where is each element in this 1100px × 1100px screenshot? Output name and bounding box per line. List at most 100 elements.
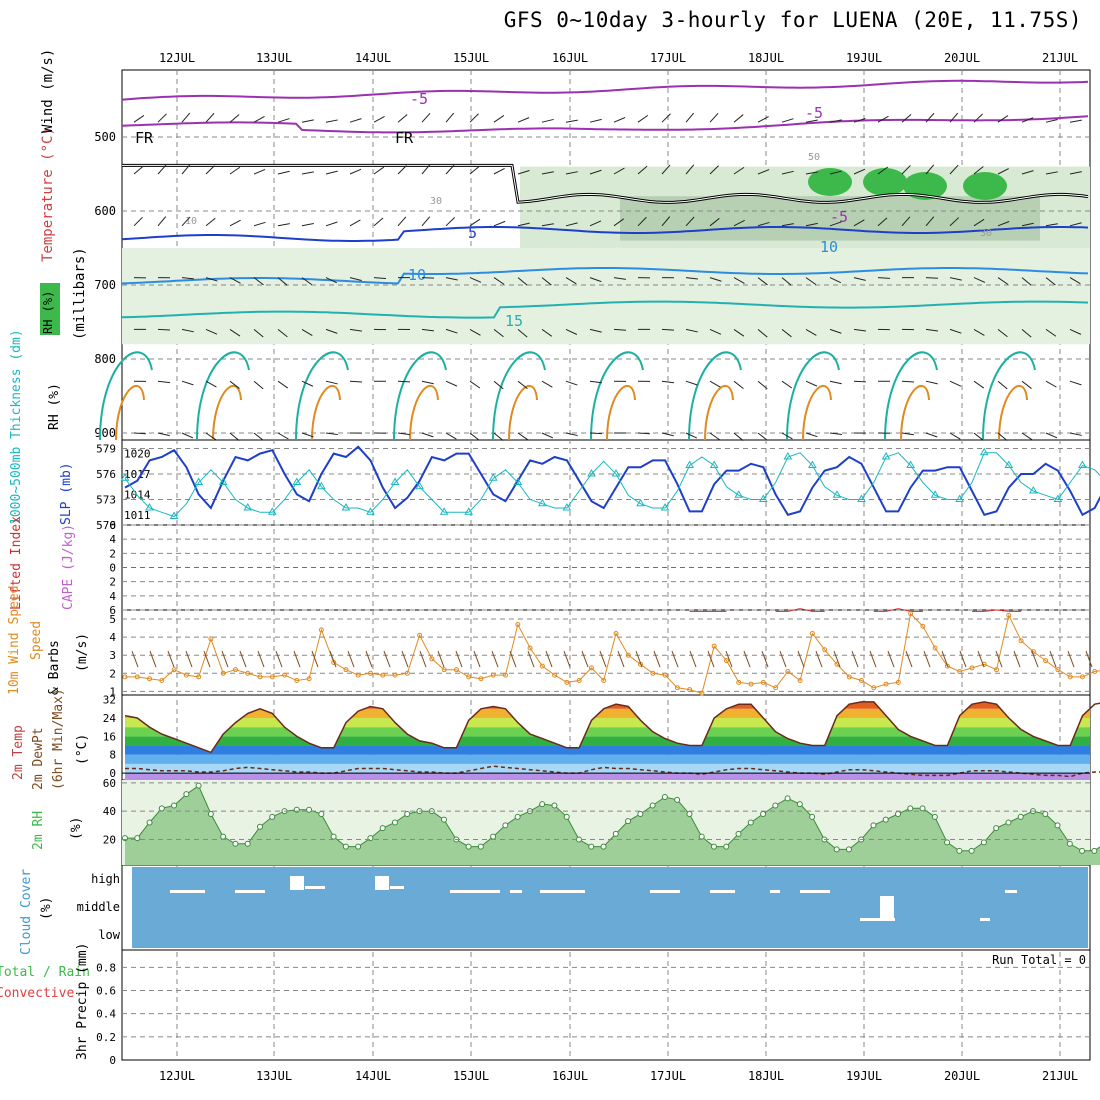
- precip-tick: 0.2: [96, 1031, 116, 1044]
- temp-band: [125, 701, 1090, 709]
- wind-barb: [733, 432, 744, 442]
- contour-loop-orange: [508, 385, 538, 441]
- thickness-marker: [1053, 494, 1063, 502]
- surface-wind-barb: [617, 650, 625, 668]
- wind-speed-marker: [122, 674, 128, 680]
- wind-speed-marker: [306, 676, 312, 682]
- wind-barb: [613, 218, 625, 227]
- wind-barb: [181, 432, 194, 439]
- wind-barb: [469, 432, 480, 441]
- rh-marker: [919, 805, 926, 812]
- wind-barb: [949, 217, 960, 227]
- rh-marker: [514, 813, 521, 820]
- rh-marker: [171, 802, 178, 809]
- wind-barb: [925, 277, 939, 279]
- wind-barb: [973, 328, 985, 336]
- wind-speed-marker: [441, 667, 447, 673]
- wind-barb: [565, 119, 578, 123]
- wind-barb: [517, 432, 529, 441]
- wind-barb: [1021, 432, 1033, 441]
- wind-barb: [445, 164, 455, 175]
- wind-barb: [445, 380, 458, 387]
- contour-loop-teal: [884, 351, 938, 441]
- surface-wind-barb: [221, 650, 229, 668]
- wind-speed-marker: [699, 690, 705, 696]
- wind-speed-marker: [380, 672, 386, 678]
- wind-barb: [205, 277, 218, 282]
- wind-barb: [685, 164, 695, 175]
- precip-axis-label: 3hr Precip (mm): [75, 943, 90, 1060]
- surface-wind-barb: [257, 650, 265, 668]
- rh-marker: [796, 801, 803, 808]
- surface-wind-barb: [707, 650, 715, 668]
- wind-barb: [493, 115, 505, 123]
- wind-barb: [1045, 119, 1058, 123]
- wind-barb: [253, 116, 265, 123]
- temp-tick: 8: [109, 749, 116, 762]
- contour-label: 30: [980, 228, 992, 239]
- wind-barb: [829, 277, 842, 284]
- rh-marker: [882, 816, 889, 823]
- thickness-marker: [218, 477, 228, 485]
- wind-barb: [781, 170, 794, 175]
- wind-barb: [829, 380, 842, 385]
- rh-marker: [232, 840, 239, 847]
- wind-barb: [493, 380, 504, 390]
- thickness-marker: [562, 503, 572, 511]
- wind-barb: [181, 328, 194, 333]
- freezing-line-inner: [122, 164, 1089, 203]
- rh-high-blob: [863, 168, 907, 196]
- lifted-index-segment: [787, 608, 801, 612]
- wind-barb: [421, 328, 434, 332]
- contour-loop-orange: [802, 385, 832, 441]
- thickness-marker: [660, 503, 670, 511]
- wind-barb: [805, 222, 818, 227]
- wind-speed-marker: [368, 670, 373, 676]
- chart-title: GFS 0~10day 3-hourly for LUENA (20E, 11.…: [503, 8, 1082, 32]
- wind-barb: [493, 220, 506, 227]
- wind-barb: [757, 329, 768, 338]
- wind-barb: [757, 116, 769, 123]
- surface-wind-barb: [869, 650, 877, 668]
- wind-barb: [181, 112, 191, 123]
- wind-barb: [733, 277, 745, 284]
- wind-barb: [829, 432, 842, 435]
- wind-barb: [541, 171, 554, 175]
- contour-label: 15: [505, 312, 523, 330]
- wind-barb: [949, 164, 959, 175]
- surface-wind-barb: [329, 650, 337, 668]
- wind-barb: [1069, 432, 1082, 436]
- wind-barb: [661, 328, 675, 331]
- rh-band-low: [122, 248, 1090, 345]
- wind-speed-marker: [969, 665, 975, 671]
- wind-barb: [397, 216, 407, 227]
- wind-barb: [301, 222, 314, 227]
- wind-barb: [301, 328, 313, 336]
- wind-barb: [757, 380, 768, 390]
- wind-barb: [157, 164, 167, 175]
- wind-speed-marker: [908, 611, 914, 617]
- precip-total-label: Total / Rain: [0, 965, 90, 980]
- wind-barb: [277, 432, 289, 440]
- wind-barb: [565, 380, 578, 386]
- wind-barb: [829, 221, 842, 227]
- wind-speed-marker: [515, 621, 521, 627]
- rh-marker: [1091, 847, 1098, 854]
- wind-barb: [949, 380, 962, 387]
- wind-speed-marker: [687, 687, 693, 693]
- wind-barb: [229, 166, 241, 175]
- wind-barb: [229, 380, 240, 389]
- wind-speed-marker: [723, 658, 729, 664]
- wind-speed-marker: [650, 670, 656, 676]
- thickness-marker: [390, 477, 400, 485]
- wind-barb: [253, 380, 264, 390]
- wind-barb: [1069, 119, 1082, 123]
- wind-speed-marker: [318, 627, 324, 633]
- rh-marker: [723, 843, 730, 850]
- wind-barb: [1021, 222, 1034, 227]
- date-tick-bottom: 18JUL: [748, 1069, 784, 1083]
- surface-wind-barb: [815, 650, 823, 668]
- wind-speed-marker: [1067, 674, 1073, 680]
- wind-speed-marker: [920, 623, 926, 629]
- wind-barb: [421, 164, 431, 175]
